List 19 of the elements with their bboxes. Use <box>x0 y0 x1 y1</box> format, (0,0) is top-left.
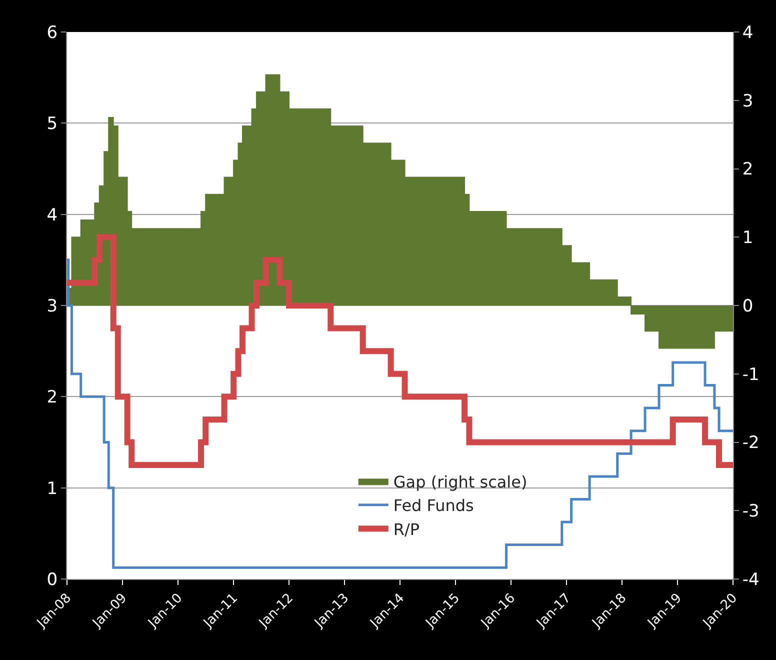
legend-label: Fed Funds <box>393 496 474 516</box>
y-tick-label: 3 <box>46 296 58 316</box>
y2-tick-label: 3 <box>742 91 754 112</box>
y-tick-label: 2 <box>46 388 58 408</box>
y-tick-label: 1 <box>46 478 58 499</box>
legend-label: R/P <box>393 520 420 539</box>
y2-tick-label: 1 <box>742 228 754 248</box>
legend-label: Gap (right scale) <box>393 472 528 492</box>
y-tick-label: 5 <box>46 114 58 134</box>
y2-tick-label: 0 <box>742 296 754 316</box>
y-tick-label: 6 <box>46 22 58 43</box>
y2-tick-label: -2 <box>742 433 760 454</box>
y2-tick-label: 4 <box>742 22 754 43</box>
y2-tick-label: 2 <box>742 160 754 180</box>
y-tick-label: 4 <box>46 205 58 226</box>
y2-tick-label: -3 <box>742 502 760 522</box>
y2-tick-label: -1 <box>742 364 760 385</box>
y2-tick-label: -4 <box>742 570 760 590</box>
y-tick-label: 0 <box>46 570 58 590</box>
